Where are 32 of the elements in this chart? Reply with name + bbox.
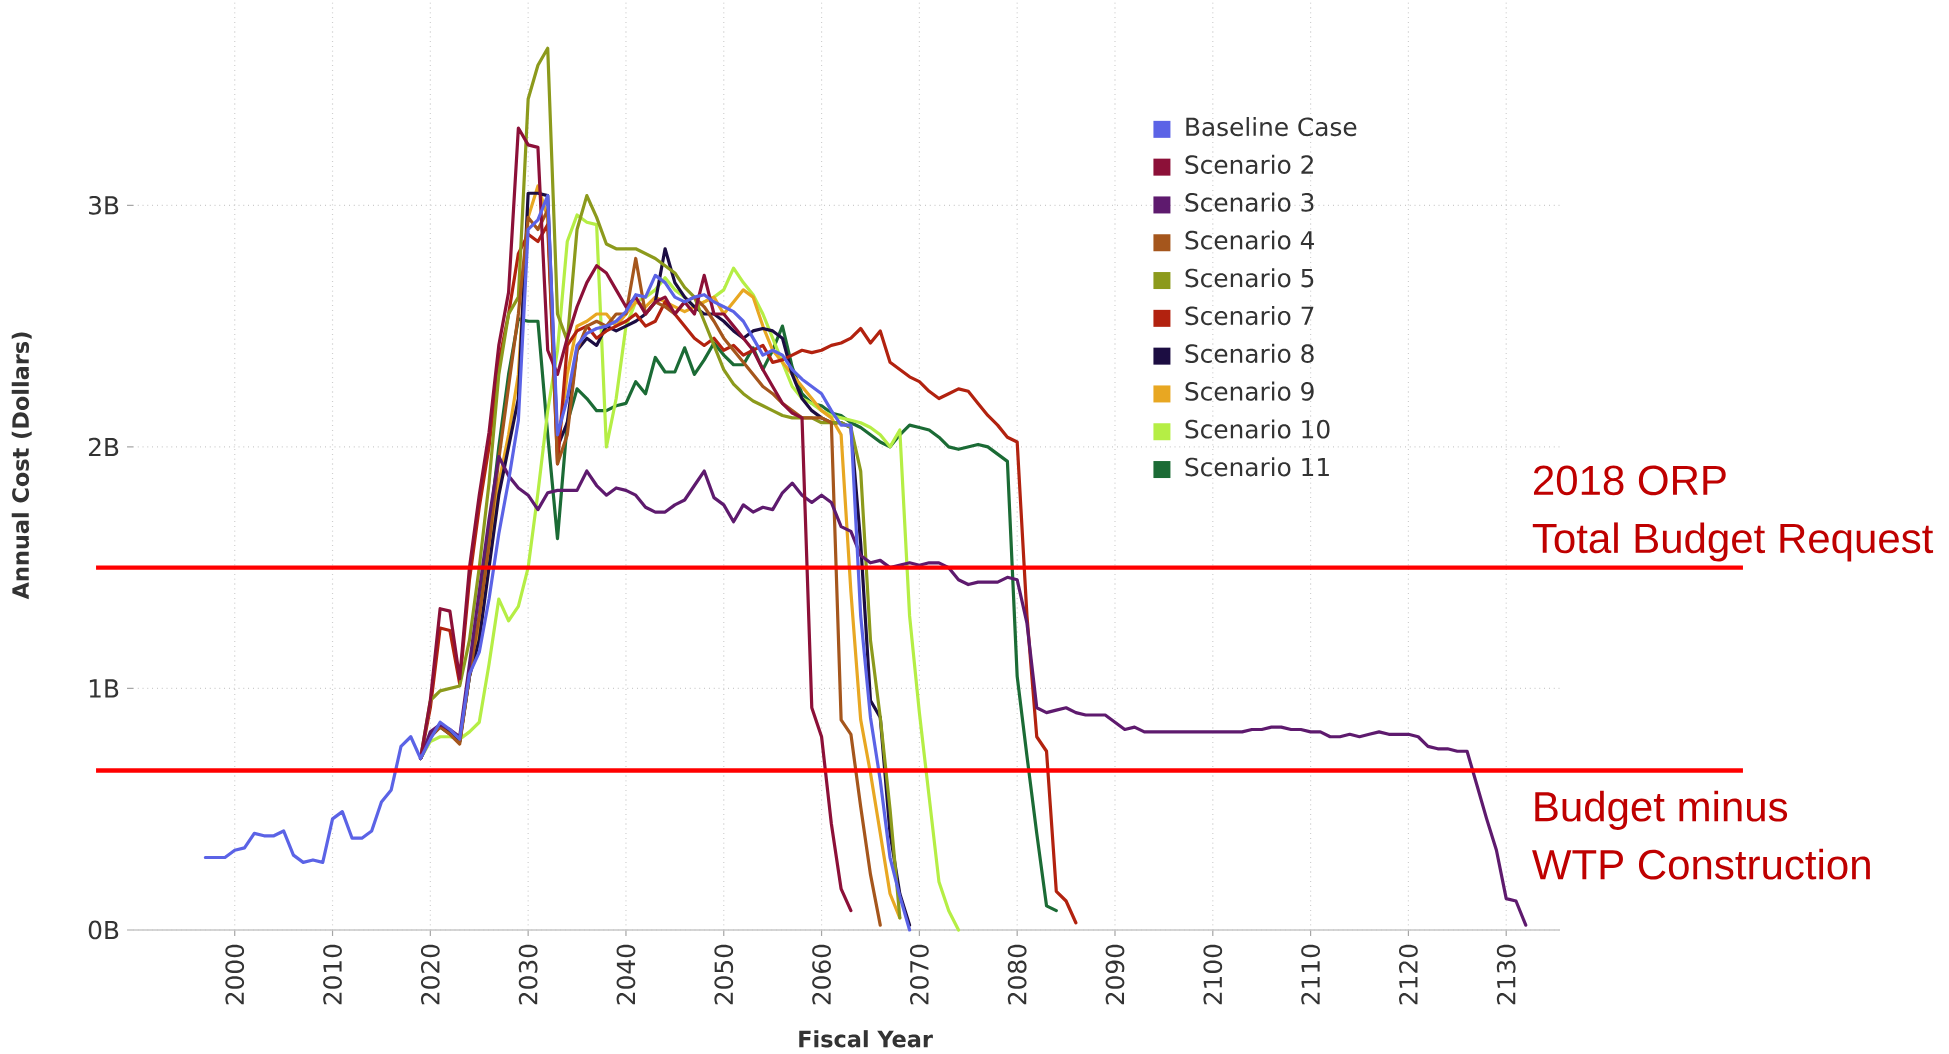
x-tick-label: 2130 (1496, 944, 1516, 1005)
legend-label: Scenario 3 (1185, 192, 1314, 212)
x-tick-label: 2100 (1203, 944, 1223, 1005)
x-axis-title: Fiscal Year (799, 1030, 933, 1048)
x-tick-label: 2000 (225, 944, 245, 1005)
legend-label: Scenario 8 (1185, 343, 1314, 363)
legend-label: Scenario 9 (1185, 381, 1314, 401)
x-tick-label: 2080 (1007, 944, 1027, 1005)
x-tick-label: 2110 (1301, 944, 1320, 1005)
legend-label: Scenario 2 (1185, 154, 1313, 174)
x-tick-label: 2020 (420, 944, 440, 1005)
x-tick-label: 2010 (323, 944, 342, 1005)
legend-label: Scenario 5 (1185, 268, 1314, 288)
x-tick-label: 2050 (714, 944, 734, 1005)
x-tick-label: 2120 (1399, 944, 1418, 1005)
x-tick-label: 2040 (616, 944, 636, 1005)
legend-label: Scenario 10 (1185, 419, 1330, 439)
x-tick-label: 2030 (518, 944, 538, 1005)
legend-label: Scenario 11 (1185, 457, 1329, 477)
x-tick-label: 2060 (812, 944, 831, 1005)
legend-label: Scenario 4 (1185, 230, 1315, 250)
y-tick-label: 3B (89, 195, 119, 215)
ref-line-label: Budget minus WTP Construction (1532, 790, 1870, 880)
x-tick-label: 2090 (1105, 944, 1125, 1005)
legend-label: Baseline Case (1186, 117, 1357, 137)
y-tick-label: 1B (89, 679, 119, 698)
x-tick-label: 2070 (909, 944, 929, 1005)
y-tick-label: 0B (88, 920, 119, 940)
y-axis-title: Annual Cost (Dollars) (11, 332, 32, 600)
legend-label: Scenario 7 (1185, 305, 1314, 326)
y-tick-label: 2B (88, 437, 119, 457)
ref-line-label: 2018 ORP Total Budget Request (1532, 465, 1934, 562)
